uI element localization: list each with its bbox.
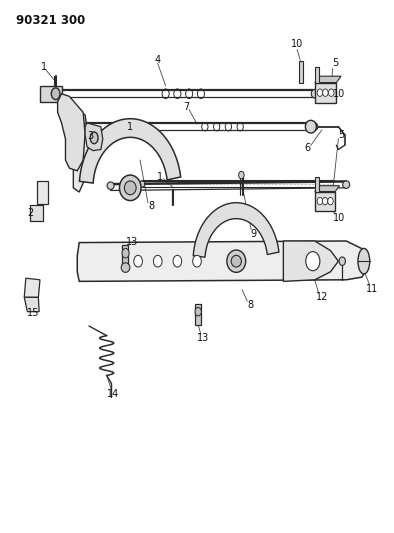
Polygon shape — [123, 245, 128, 268]
Polygon shape — [77, 241, 368, 281]
Polygon shape — [24, 297, 39, 312]
Text: 9: 9 — [251, 229, 257, 239]
Text: 8: 8 — [148, 201, 154, 212]
Polygon shape — [315, 185, 340, 191]
Circle shape — [339, 257, 346, 265]
Polygon shape — [315, 76, 341, 83]
Circle shape — [122, 248, 129, 258]
Circle shape — [328, 197, 333, 205]
Text: 13: 13 — [197, 333, 209, 343]
Circle shape — [323, 89, 328, 96]
Text: 5: 5 — [332, 59, 338, 68]
Circle shape — [193, 255, 201, 267]
Text: 1: 1 — [157, 172, 163, 182]
Ellipse shape — [311, 90, 318, 98]
Polygon shape — [37, 181, 48, 204]
Ellipse shape — [312, 123, 318, 131]
Polygon shape — [193, 203, 279, 257]
Ellipse shape — [107, 182, 114, 189]
Ellipse shape — [231, 255, 242, 267]
Polygon shape — [30, 205, 43, 221]
Text: 10: 10 — [333, 88, 345, 99]
Polygon shape — [58, 99, 89, 192]
Circle shape — [173, 255, 182, 267]
Ellipse shape — [121, 263, 130, 272]
Circle shape — [322, 197, 328, 205]
Text: 14: 14 — [106, 389, 119, 399]
Text: 2: 2 — [27, 208, 33, 219]
Polygon shape — [40, 86, 61, 102]
Polygon shape — [315, 67, 319, 83]
Polygon shape — [299, 61, 303, 83]
Text: 10: 10 — [291, 39, 303, 49]
Polygon shape — [283, 241, 338, 281]
Ellipse shape — [343, 181, 350, 188]
Text: 90321 300: 90321 300 — [17, 14, 85, 27]
Polygon shape — [24, 278, 40, 297]
Circle shape — [239, 171, 244, 179]
Ellipse shape — [90, 132, 98, 144]
Circle shape — [306, 252, 320, 271]
Text: 8: 8 — [247, 300, 253, 310]
Circle shape — [317, 197, 323, 205]
Ellipse shape — [125, 181, 136, 195]
Ellipse shape — [227, 250, 246, 272]
Text: 7: 7 — [183, 102, 189, 112]
Text: 5: 5 — [338, 130, 345, 140]
Polygon shape — [195, 304, 201, 325]
Circle shape — [153, 255, 162, 267]
Text: 6: 6 — [305, 143, 311, 154]
Text: 10: 10 — [333, 213, 345, 223]
Text: 13: 13 — [126, 237, 138, 247]
Polygon shape — [315, 191, 335, 211]
Ellipse shape — [358, 248, 370, 274]
Polygon shape — [315, 176, 319, 191]
Ellipse shape — [52, 90, 59, 98]
Text: 3: 3 — [87, 131, 93, 141]
Polygon shape — [85, 123, 103, 151]
Polygon shape — [315, 83, 336, 103]
Circle shape — [195, 308, 201, 316]
Ellipse shape — [139, 181, 145, 187]
Text: 15: 15 — [27, 308, 39, 318]
Circle shape — [329, 89, 334, 96]
Ellipse shape — [305, 120, 316, 133]
Circle shape — [134, 255, 142, 267]
Text: 11: 11 — [366, 284, 378, 294]
Text: 4: 4 — [155, 55, 161, 65]
Text: 1: 1 — [127, 122, 133, 132]
Text: 12: 12 — [316, 292, 328, 302]
Polygon shape — [58, 94, 85, 171]
Polygon shape — [80, 119, 181, 183]
Text: 1: 1 — [41, 62, 47, 72]
Ellipse shape — [119, 175, 141, 200]
Circle shape — [317, 89, 323, 96]
Ellipse shape — [51, 88, 60, 100]
Ellipse shape — [84, 123, 90, 131]
